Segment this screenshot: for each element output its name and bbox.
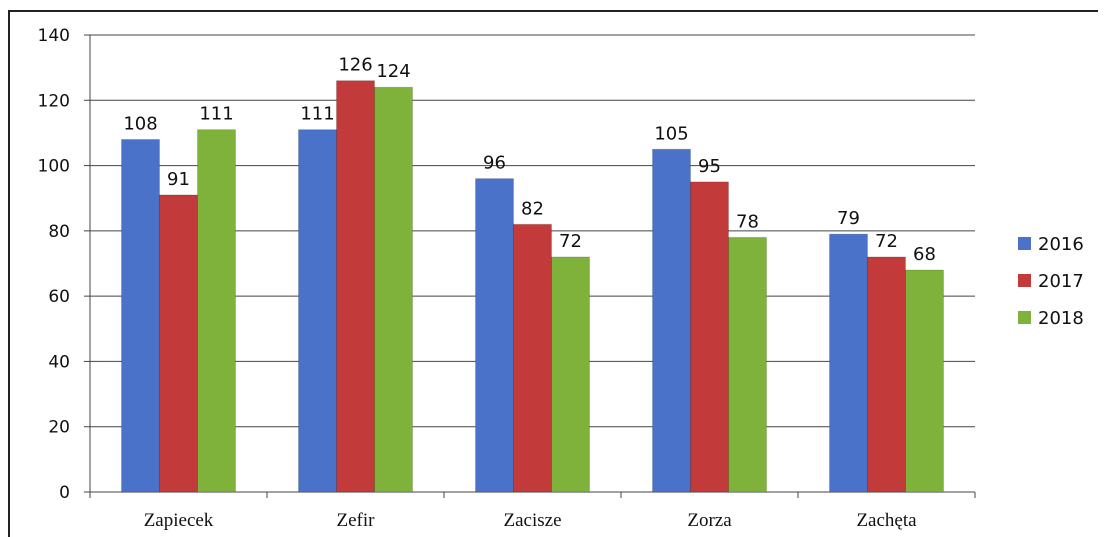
bar-2016-3 — [653, 149, 691, 492]
data-label: 91 — [167, 169, 190, 190]
data-label: 111 — [300, 104, 334, 125]
data-label: 72 — [875, 231, 898, 252]
bar-2016-4 — [830, 234, 868, 492]
data-label: 108 — [123, 113, 157, 134]
bar-2016-2 — [476, 179, 514, 492]
data-label: 82 — [521, 198, 544, 219]
bar-2018-1 — [375, 87, 413, 492]
bar-2017-2 — [514, 224, 552, 492]
bar-2017-3 — [691, 182, 729, 492]
bar-2016-0 — [122, 139, 160, 492]
legend-label: 2017 — [1038, 271, 1084, 292]
x-category-label: Zachęta — [856, 510, 917, 531]
data-label: 96 — [483, 153, 506, 174]
bar-2016-1 — [299, 130, 337, 492]
data-label: 78 — [736, 211, 759, 232]
y-tick-label: 120 — [38, 91, 70, 111]
x-category-label: Zapiecek — [144, 510, 214, 531]
data-label: 79 — [837, 208, 860, 229]
bars — [122, 81, 944, 492]
x-axis: Zapiecek Zefir Zacisze Zorza Zachęta — [90, 492, 975, 531]
bar-2017-0 — [160, 195, 198, 492]
legend-label: 2018 — [1038, 308, 1084, 329]
data-label: 105 — [654, 123, 688, 144]
x-category-label: Zefir — [337, 510, 376, 531]
bar-2017-1 — [337, 81, 375, 492]
legend-swatch-2018 — [1018, 311, 1031, 324]
data-label: 95 — [698, 156, 721, 177]
bar-2018-3 — [729, 237, 767, 492]
bar-2017-4 — [868, 257, 906, 492]
data-label: 126 — [338, 55, 372, 76]
legend-label: 2016 — [1038, 234, 1084, 255]
y-tick-label: 60 — [48, 287, 70, 307]
legend-swatch-2016 — [1018, 237, 1031, 250]
y-tick-label: 0 — [59, 483, 70, 503]
y-axis: 0 20 40 60 80 100 120 140 — [38, 26, 90, 503]
legend-swatch-2017 — [1018, 274, 1031, 287]
bar-2018-4 — [906, 270, 944, 492]
y-tick-label: 40 — [48, 352, 70, 372]
y-tick-label: 80 — [48, 222, 70, 242]
y-tick-label: 140 — [38, 26, 70, 46]
data-label: 72 — [559, 231, 582, 252]
x-category-label: Zacisze — [503, 510, 561, 531]
y-tick-label: 20 — [48, 418, 70, 438]
y-tick-label: 100 — [38, 157, 70, 177]
x-category-label: Zorza — [687, 510, 732, 531]
data-label: 111 — [199, 104, 233, 125]
legend: 2016 2017 2018 — [1018, 234, 1084, 329]
data-label: 68 — [913, 244, 936, 265]
bar-2018-0 — [198, 130, 236, 492]
data-label: 124 — [376, 61, 410, 82]
bar-2018-2 — [552, 257, 590, 492]
